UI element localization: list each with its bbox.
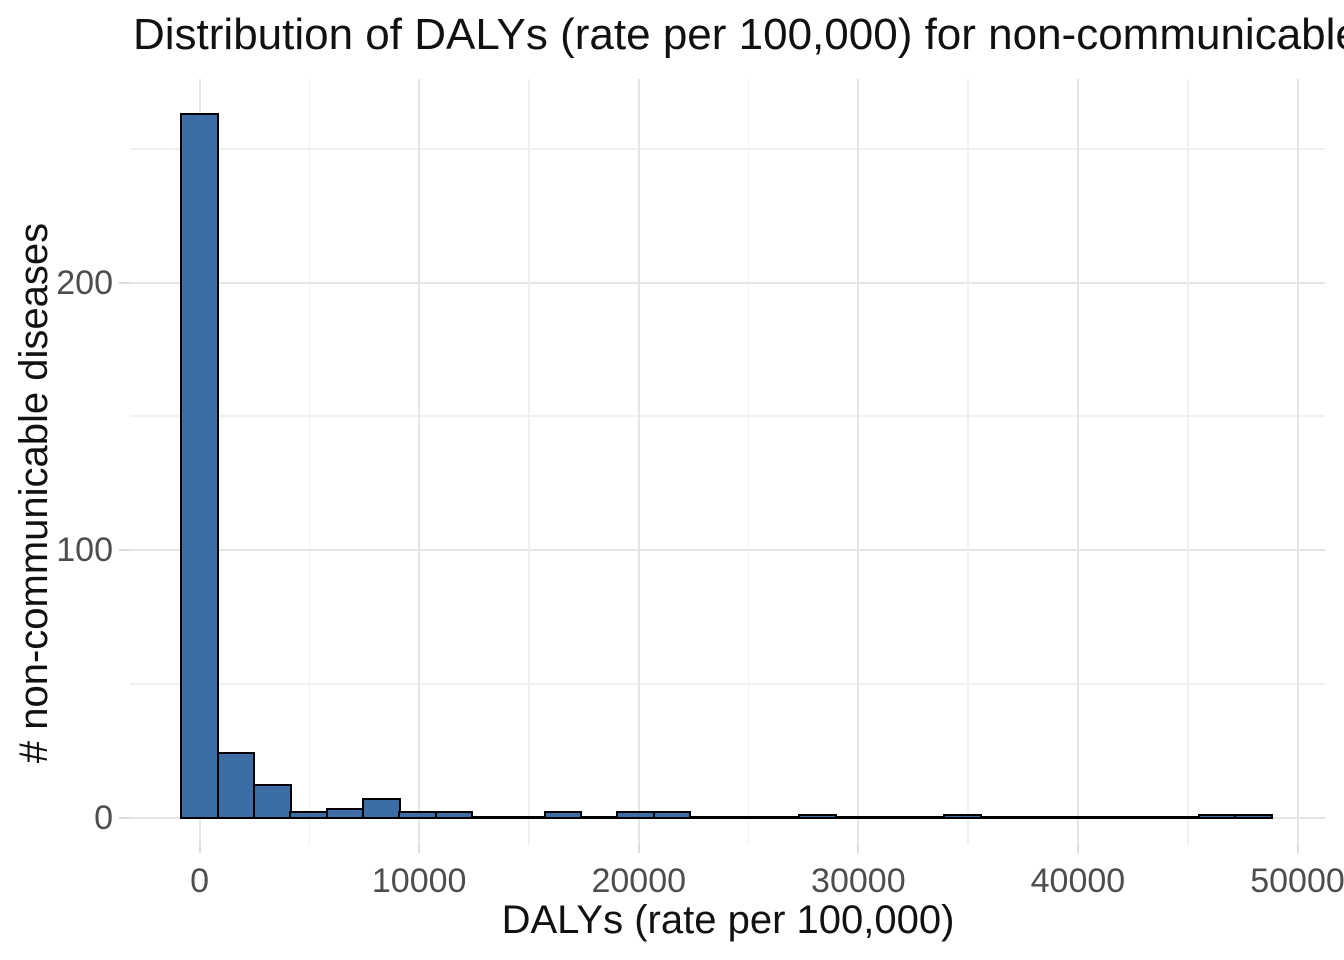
x-axis-tick <box>857 845 860 853</box>
histogram-bar <box>361 797 401 819</box>
x-gridline-major <box>1076 79 1079 845</box>
histogram-bar <box>434 810 474 819</box>
y-axis-title: # non-communicable diseases <box>12 222 56 764</box>
y-gridline-minor <box>130 147 1325 150</box>
y-tick-label: 200 <box>56 263 113 302</box>
y-gridline-minor <box>130 415 1325 418</box>
x-gridline-major <box>637 79 640 845</box>
chart-title: Distribution of DALYs (rate per 100,000)… <box>133 10 1344 59</box>
x-axis-tick <box>1296 845 1299 853</box>
y-gridline-minor <box>130 682 1325 685</box>
y-tick-label: 100 <box>56 531 113 569</box>
histogram-bar <box>289 810 329 819</box>
x-axis-tick <box>198 845 201 853</box>
x-gridline-major <box>857 79 860 845</box>
x-gridline-minor <box>747 79 750 845</box>
histogram-bar <box>398 810 438 819</box>
x-gridline-minor <box>308 79 311 845</box>
histogram-baseline <box>180 816 1273 819</box>
x-gridline-minor <box>967 79 969 845</box>
histogram-bar <box>943 813 983 819</box>
x-gridline-major <box>418 79 421 845</box>
histogram-bar <box>325 808 365 819</box>
y-gridline-major <box>130 281 1325 284</box>
x-tick-label: 0 <box>190 862 210 900</box>
histogram-bar <box>797 813 837 819</box>
y-axis-tick <box>119 816 130 819</box>
histogram-bar <box>180 112 219 819</box>
x-gridline-minor <box>1186 79 1189 845</box>
x-gridline-major <box>1296 79 1299 845</box>
y-axis-tick <box>119 549 130 551</box>
x-tick-label: 30000 <box>811 862 906 900</box>
histogram-bar <box>616 810 656 819</box>
x-axis-tick <box>637 845 640 853</box>
x-tick-label: 10000 <box>371 862 467 900</box>
x-tick-label: 20000 <box>591 862 687 900</box>
y-axis-tick <box>119 281 130 284</box>
histogram-bar <box>252 784 292 819</box>
histogram-bar <box>543 810 583 819</box>
histogram-bar <box>216 752 256 819</box>
y-gridline-major <box>130 549 1325 551</box>
y-tick-label: 0 <box>94 798 113 837</box>
histogram-bar <box>652 810 692 819</box>
x-axis-tick <box>418 845 421 853</box>
x-tick-label: 50000 <box>1250 862 1344 900</box>
histogram-bar <box>1197 813 1237 819</box>
x-axis-tick <box>1076 845 1079 853</box>
x-tick-label: 40000 <box>1030 862 1126 900</box>
x-gridline-minor <box>528 79 530 845</box>
histogram-bar <box>1234 813 1273 819</box>
x-axis-title: DALYs (rate per 100,000) <box>501 898 955 942</box>
